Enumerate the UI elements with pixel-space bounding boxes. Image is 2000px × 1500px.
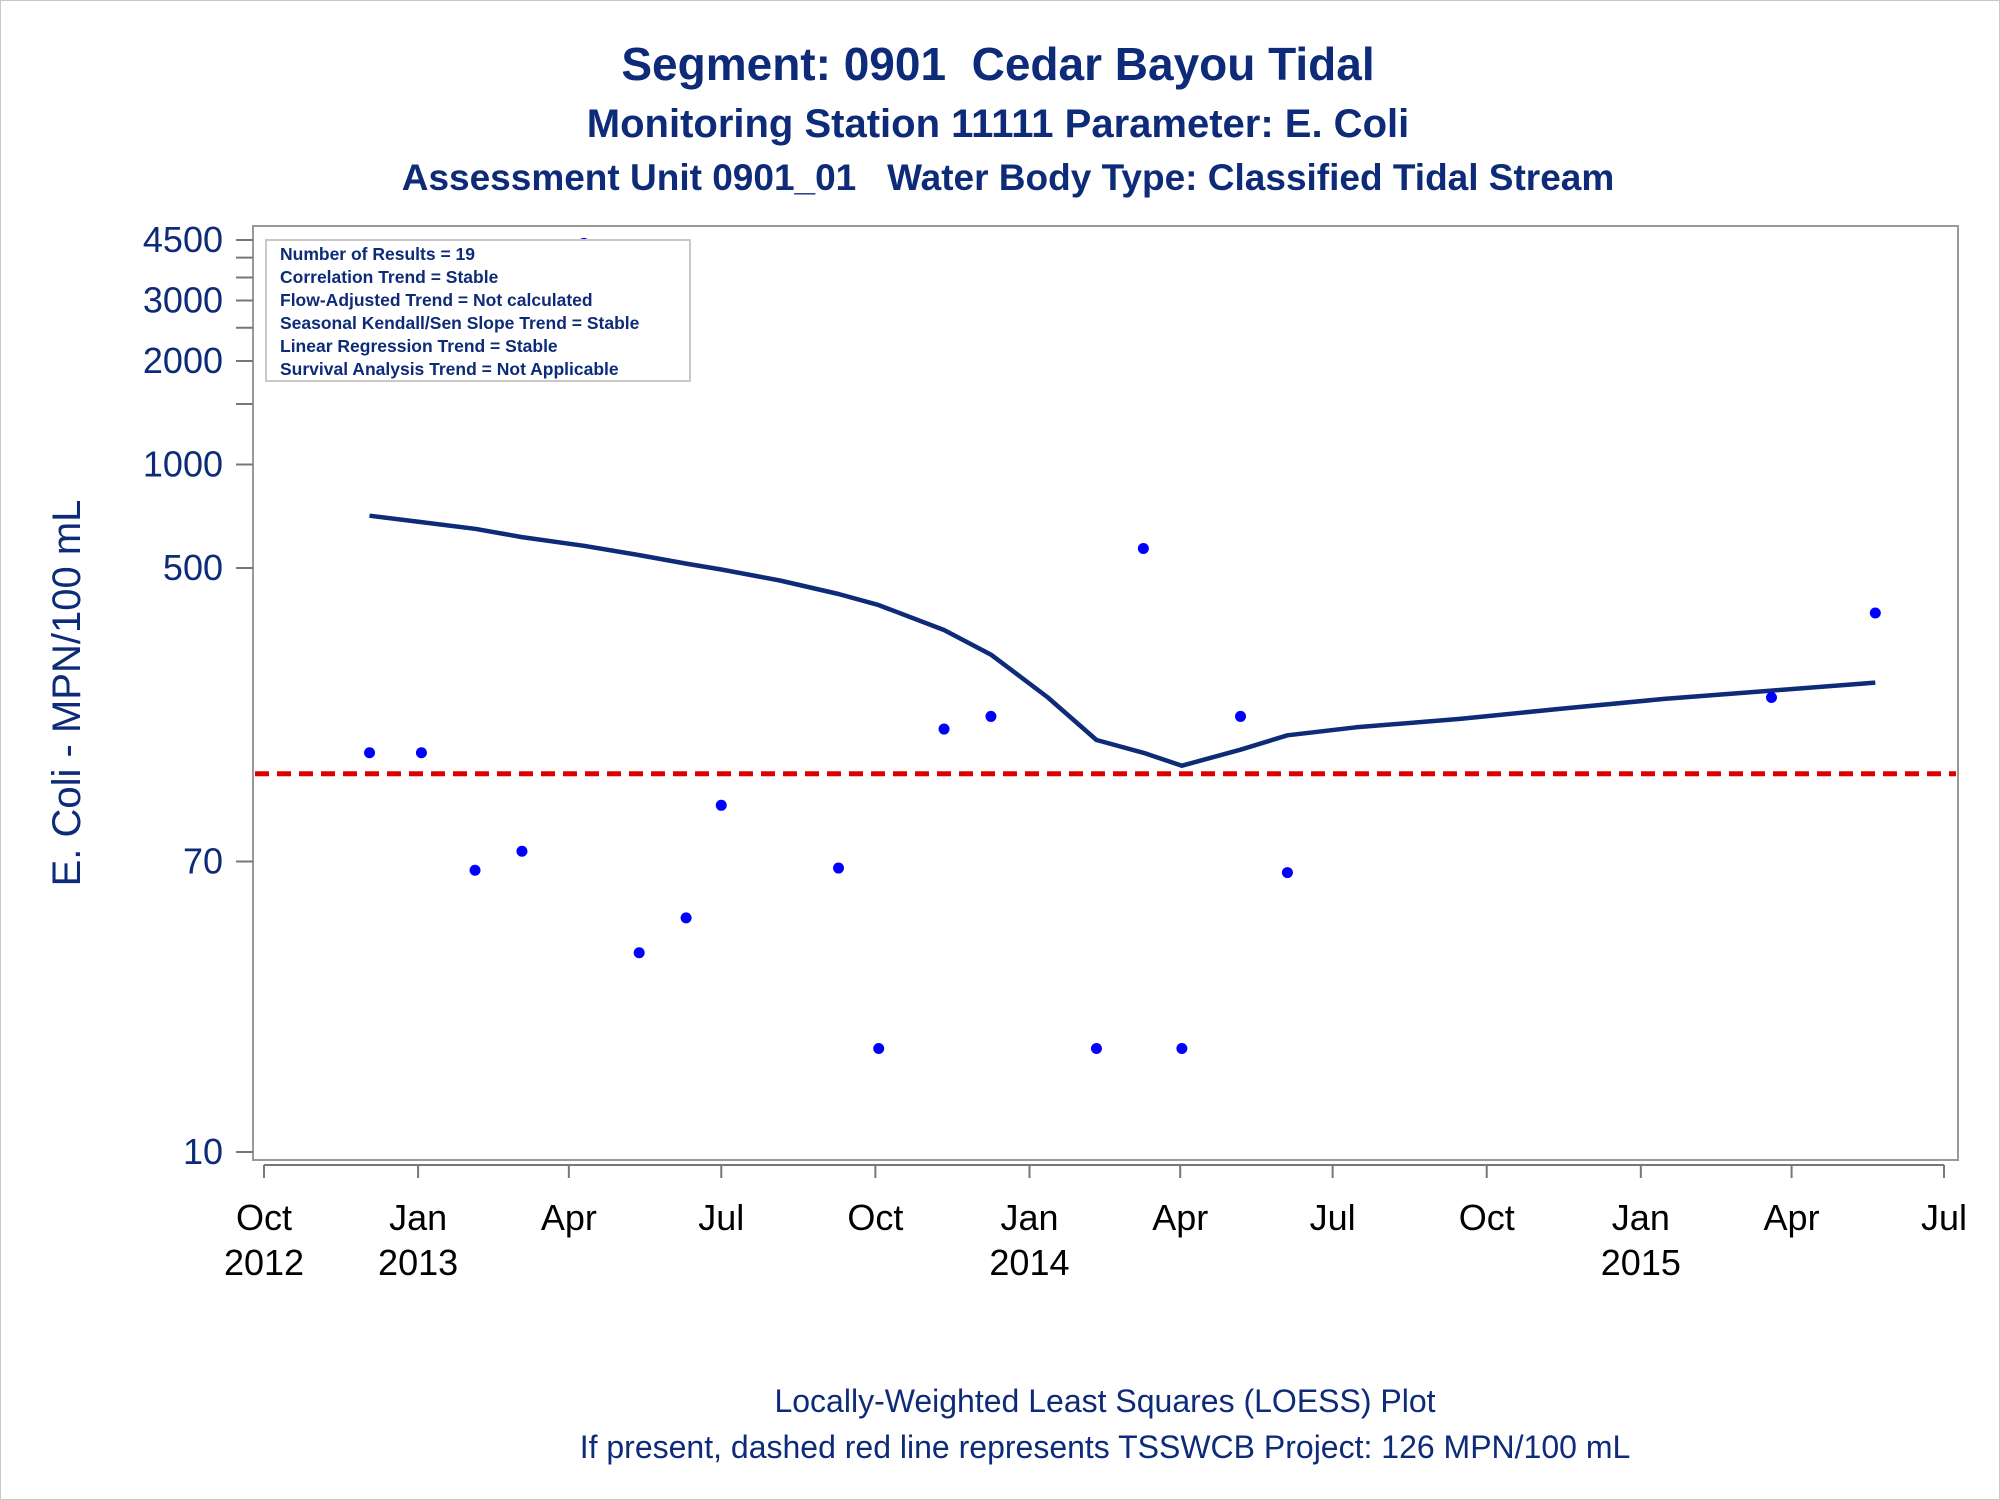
stats-line: Seasonal Kendall/Sen Slope Trend = Stabl… [280,313,640,333]
x-tick-label: Jul [698,1197,744,1238]
y-tick-label: 4500 [143,219,223,260]
data-point [1869,607,1881,619]
chart-subtitle-2: Assessment Unit 0901_01 Water Body Type:… [402,157,1615,198]
footnote-reference: If present, dashed red line represents T… [580,1429,1631,1465]
stats-line: Survival Analysis Trend = Not Applicable [280,359,619,379]
y-tick-label: 2000 [143,340,223,381]
footnote-loess: Locally-Weighted Least Squares (LOESS) P… [774,1383,1435,1419]
x-tick-label: Apr [1152,1197,1208,1238]
stats-line: Linear Regression Trend = Stable [280,336,558,356]
x-tick-label: Jan [1612,1197,1670,1238]
data-point [415,747,427,759]
data-point [680,912,692,924]
stats-line: Number of Results = 19 [280,244,475,264]
y-tick-label: 70 [183,841,223,882]
x-tick-label: Jul [1310,1197,1356,1238]
loess-line [369,513,1876,768]
x-tick-label: Apr [1764,1197,1820,1238]
data-point [1765,692,1777,704]
data-point [938,723,950,735]
data-point [469,864,481,876]
data-point [715,799,727,811]
y-tick-label: 10 [183,1131,223,1172]
data-point [1137,542,1149,554]
data-point [985,710,997,722]
y-tick-label: 500 [163,547,223,588]
x-tick-label: Jul [1921,1197,1967,1238]
x-tick-label: Jan [1000,1197,1058,1238]
stats-line: Flow-Adjusted Trend = Not calculated [280,290,593,310]
data-point [364,747,376,759]
y-tick-label: 1000 [143,444,223,485]
y-tick-label: 3000 [143,280,223,321]
data-point [1235,710,1247,722]
x-tick-label: Oct [236,1197,292,1238]
stats-box [265,239,691,382]
y-axis-label: E. Coli - MPN/100 mL [45,500,89,887]
data-point [833,862,845,874]
x-tick-label: Oct [847,1197,903,1238]
x-tick-label: Oct [1459,1197,1515,1238]
data-point [873,1043,885,1055]
x-tick-label: Apr [541,1197,597,1238]
axis-ticks: 10705001000200030004500Oct2012Jan2013Apr… [143,219,1967,1283]
data-point [1176,1043,1188,1055]
x-tick-label: 2012 [224,1242,304,1283]
x-tick-label: 2015 [1601,1242,1681,1283]
plot-area [252,225,1959,1161]
x-tick-label: Jan [389,1197,447,1238]
data-point [516,845,528,857]
loess-layer [369,513,1876,768]
stats-line: Correlation Trend = Stable [280,267,499,287]
chart-title: Segment: 0901 Cedar Bayou Tidal [621,38,1374,90]
data-point [1090,1043,1102,1055]
chart-subtitle: Monitoring Station 11111 Parameter: E. C… [587,102,1409,146]
x-tick-label: 2013 [378,1242,458,1283]
data-point [633,947,645,959]
data-point [1281,867,1293,879]
x-tick-label: 2014 [989,1242,1069,1283]
